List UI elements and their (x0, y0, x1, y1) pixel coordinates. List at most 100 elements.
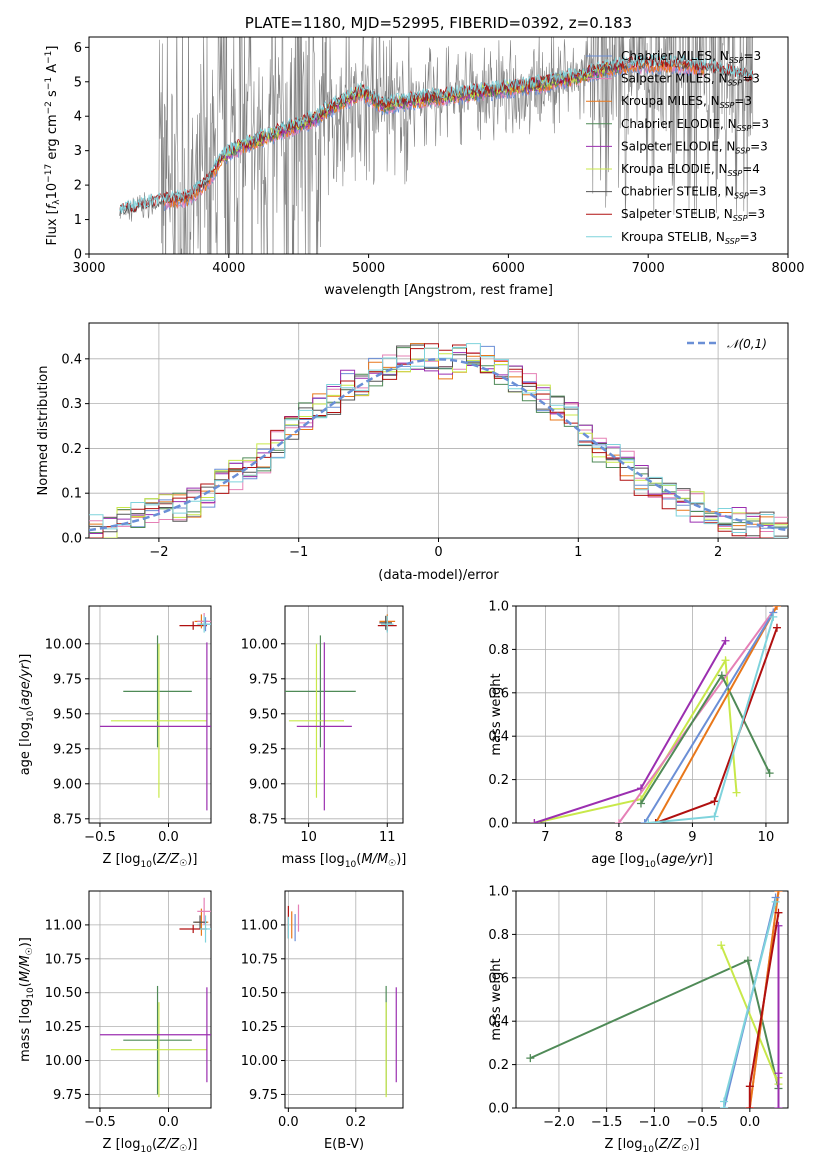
weight-marker-kroupa_stelib (720, 1097, 729, 1106)
x-tick-label: 5000 (352, 261, 385, 276)
y-tick-label: 9.50 (53, 707, 82, 722)
y-tick-label: 0.3 (61, 397, 82, 412)
weight-marker-kroupa_elodie (717, 941, 726, 950)
x-tick-label: −2.0 (543, 1115, 575, 1130)
y-tick-label: 0.8 (488, 928, 509, 943)
x-tick-label: 0.0 (158, 1115, 179, 1130)
weight-lines-weight-vs-age (530, 606, 781, 823)
legend: Chabrier MILES, NSSP=3 Salpeter MILES, NS… (586, 49, 769, 246)
y-tick-label: 9.25 (249, 742, 278, 757)
x-axis-label: E(B-V) (324, 1137, 364, 1152)
y-tick-label: 0.0 (61, 532, 82, 547)
weight-marker-salpeter_stelib (774, 908, 783, 917)
axes-weight-vs-z: −2.0 −1.5 −1.0 −0.5 0.0 0.0 0.2 0.4 0.6 0.8 1.0 (488, 885, 789, 1130)
x-axis-label: Z [log10(Z/Z☉)] (103, 1137, 198, 1155)
y-tick-label: 0.4 (61, 352, 82, 367)
plot-frame (515, 890, 789, 1109)
legend-label: Chabrier MILES, NSSP=3 (621, 49, 761, 65)
errorbar-point-salpeter_miles (197, 897, 211, 925)
errorbar-point-chabrier_elodie (123, 635, 192, 748)
x-tick-label: 10 (758, 830, 775, 845)
weight-marker-salpeter_elodie (774, 1069, 783, 1078)
errorbar-point-kroupa_stelib (380, 615, 394, 633)
x-axis-label: Z [log10(Z/Z☉)] (605, 1137, 700, 1155)
y-tick-label: 10.00 (241, 637, 278, 652)
errorbar-point-salpeter_elodie (99, 642, 211, 811)
y-axis-label: mass weight (489, 958, 504, 1040)
y-tick-label: 10.50 (45, 986, 82, 1001)
histogram-chabrier_stelib (89, 344, 788, 537)
errorbar-point-kroupa_elodie (288, 643, 344, 798)
y-tick-label: 9.00 (53, 777, 82, 792)
weight-marker-chabrier_elodie (765, 769, 774, 778)
weight-marker-kroupa_stelib (769, 612, 778, 621)
errorbar-point-chabrier_stelib (379, 615, 392, 630)
x-axis-label: age [log10(age/yr)] (591, 852, 713, 870)
x-tick-label: 0.2 (345, 1115, 366, 1130)
y-axis-label: Normed distribution (36, 366, 51, 496)
y-tick-label: 10.00 (241, 1054, 278, 1069)
observed-spectrum (119, 37, 754, 254)
weight-line-salpeter_elodie (534, 640, 727, 823)
y-tick-label: 9.75 (249, 1088, 278, 1103)
plot-frame (515, 605, 789, 824)
weight-lines-weight-vs-z (526, 891, 783, 1108)
x-tick-label: −2 (149, 545, 168, 560)
weight-marker-salpeter_stelib (710, 797, 719, 806)
y-tick-label: 6 (74, 41, 82, 56)
y-axis-label: mass weight (489, 673, 504, 755)
weight-marker-salpeter_elodie (774, 1104, 783, 1108)
histogram-kroupa_stelib (89, 343, 788, 538)
errorbars-age-vs-mass (285, 614, 397, 811)
y-tick-label: 0.4 (488, 1015, 509, 1030)
errorbar-point-chabrier_stelib (193, 915, 207, 929)
legend-label: Salpeter ELODIE, NSSP=3 (621, 139, 768, 155)
errorbar-point-chabrier_elodie (285, 635, 356, 748)
legend-label: Kroupa ELODIE, NSSP=4 (621, 162, 760, 178)
x-tick-label: 0.0 (158, 830, 179, 845)
y-tick-label: 3 (74, 144, 82, 159)
y-tick-label: 4 (74, 110, 82, 125)
errorbar-point-salpeter_elodie (99, 987, 211, 1083)
weight-marker-salpeter_stelib (772, 623, 781, 632)
plot-frame (88, 605, 212, 824)
y-tick-label: 0.4 (488, 730, 509, 745)
y-tick-label: 10.25 (241, 1020, 278, 1035)
y-tick-label: 10.75 (241, 952, 278, 967)
y-axis-label: mass [log10(M/M☉)] (18, 937, 36, 1062)
x-tick-label: 8000 (771, 261, 804, 276)
y-tick-label: 10.00 (45, 1054, 82, 1069)
y-tick-label: 11.00 (241, 918, 278, 933)
y-tick-label: 1 (74, 213, 82, 228)
x-tick-label: 0.0 (278, 1115, 299, 1130)
y-tick-label: 2 (74, 179, 82, 194)
model-spectrum-kroupa_stelib (119, 53, 754, 214)
weight-line-kroupa_elodie (534, 657, 738, 823)
x-axis-label: (data-model)/error (378, 568, 499, 583)
y-tick-label: 9.25 (53, 742, 82, 757)
y-tick-label: 1.0 (488, 885, 509, 900)
y-tick-label: 9.75 (53, 1088, 82, 1103)
y-tick-label: 0.6 (488, 971, 509, 986)
x-tick-label: −0.5 (84, 1115, 116, 1130)
x-tick-label: 4000 (212, 261, 245, 276)
weight-line-chabrier_miles (643, 611, 775, 823)
x-tick-label: 2 (714, 545, 722, 560)
axes-spectrum: 3000 4000 5000 6000 7000 8000 0 1 2 3 4 5 6 (72, 36, 805, 276)
y-tick-label: 10.75 (45, 952, 82, 967)
y-tick-label: 5 (74, 75, 82, 90)
plot-frame (284, 605, 404, 824)
normal-curve (89, 358, 788, 532)
y-tick-label: 9.00 (249, 777, 278, 792)
x-tick-label: 7 (541, 830, 549, 845)
x-tick-label: −1.0 (639, 1115, 671, 1130)
weight-marker-salpeter_stelib (745, 1082, 754, 1091)
y-tick-label: 0.0 (488, 1102, 509, 1117)
x-tick-label: 10 (300, 830, 317, 845)
errorbar-point-salpeter_elodie (296, 642, 352, 811)
y-tick-label: 0.0 (488, 817, 509, 832)
x-axis-label: Z [log10(Z/Z☉)] (103, 852, 198, 870)
weight-marker-kroupa_miles (774, 891, 783, 895)
x-axis-label: mass [log10(M/M☉)] (282, 852, 407, 870)
